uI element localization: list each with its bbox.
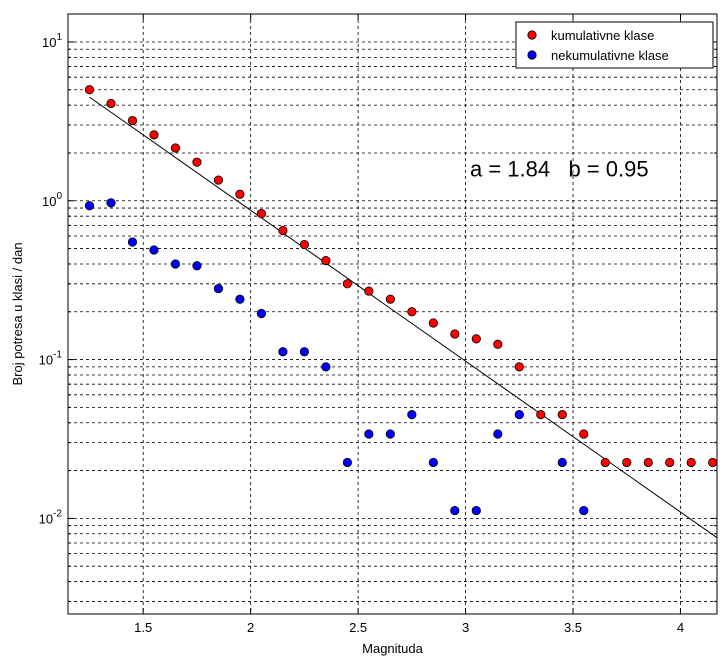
legend: kumulativne klase nekumulativne klase [515,21,714,69]
fit-parameters-annotation: a = 1.84 b = 0.95 [470,156,649,181]
data-point [385,429,395,439]
legend-label: nekumulativne klase [551,48,669,63]
data-point [450,329,460,339]
legend-label: kumulativne klase [551,28,654,43]
data-point [557,457,567,468]
series-nekumulativne [84,198,589,516]
x-tick-label: 3 [462,620,469,635]
x-tick-label: 4 [677,620,684,635]
x-axis-label: Magnituda [362,641,423,656]
data-point [170,259,181,269]
data-point [213,175,224,185]
data-point [665,457,675,468]
annotation-layer: a = 1.84 b = 0.95 [470,156,649,181]
axis-ticks: 1.5 2 2.5 3 3.5 4 101 100 10-1 10-2 [39,14,717,635]
fit-line [89,96,718,539]
plot-area-frame [67,13,718,615]
fit-line-layer [89,96,718,539]
data-point [579,429,589,439]
data-point [364,286,374,296]
data-point [342,457,352,468]
data-point [536,410,546,420]
data-point [407,307,417,317]
data-point [321,256,331,266]
data-point [213,283,224,294]
data-point [127,237,138,247]
x-tick-label: 2.5 [349,620,367,635]
data-point [192,157,202,167]
data-point [579,505,589,516]
data-point [514,410,524,420]
data-point [84,85,95,95]
y-tick-label: 10-1 [39,350,63,368]
data-point [192,261,202,271]
data-point [127,115,138,126]
data-point [686,457,696,468]
y-tick-label: 10-2 [39,508,63,526]
data-point [235,189,245,199]
data-point [493,339,503,349]
data-point [450,505,460,516]
data-point [493,429,503,439]
data-point [106,198,116,208]
legend-box [515,21,714,69]
data-points [84,85,718,516]
data-point [514,362,524,372]
y-axis-label: Broj potresa u klasi / dan [10,242,25,385]
data-point [84,201,95,211]
y-tick-label: 100 [42,191,62,209]
data-point [235,294,245,304]
legend-marker [527,30,537,40]
data-point [471,334,481,344]
data-point [385,294,395,304]
data-point [428,457,438,468]
x-tick-label: 1.5 [134,620,152,635]
data-point [364,429,374,439]
data-point [278,225,288,236]
data-point [256,308,267,319]
data-point [321,362,331,372]
data-point [622,457,632,468]
data-point [149,245,159,255]
data-point [557,410,567,420]
data-point [708,457,718,468]
data-point [407,410,417,420]
y-tick-label: 101 [42,32,62,50]
data-point [106,98,116,109]
data-point [600,457,610,468]
data-point [342,279,352,289]
x-tick-label: 2 [247,620,254,635]
series-kumulativne [84,85,718,468]
data-point [299,239,309,250]
grid-lines [68,14,717,614]
data-point [256,209,267,219]
data-point [471,505,481,516]
data-point [299,347,309,357]
x-tick-label: 3.5 [564,620,582,635]
data-point [643,457,653,468]
data-point [428,318,438,328]
data-point [170,143,181,153]
data-point [278,347,288,357]
legend-marker [527,50,537,60]
data-point [149,130,159,140]
